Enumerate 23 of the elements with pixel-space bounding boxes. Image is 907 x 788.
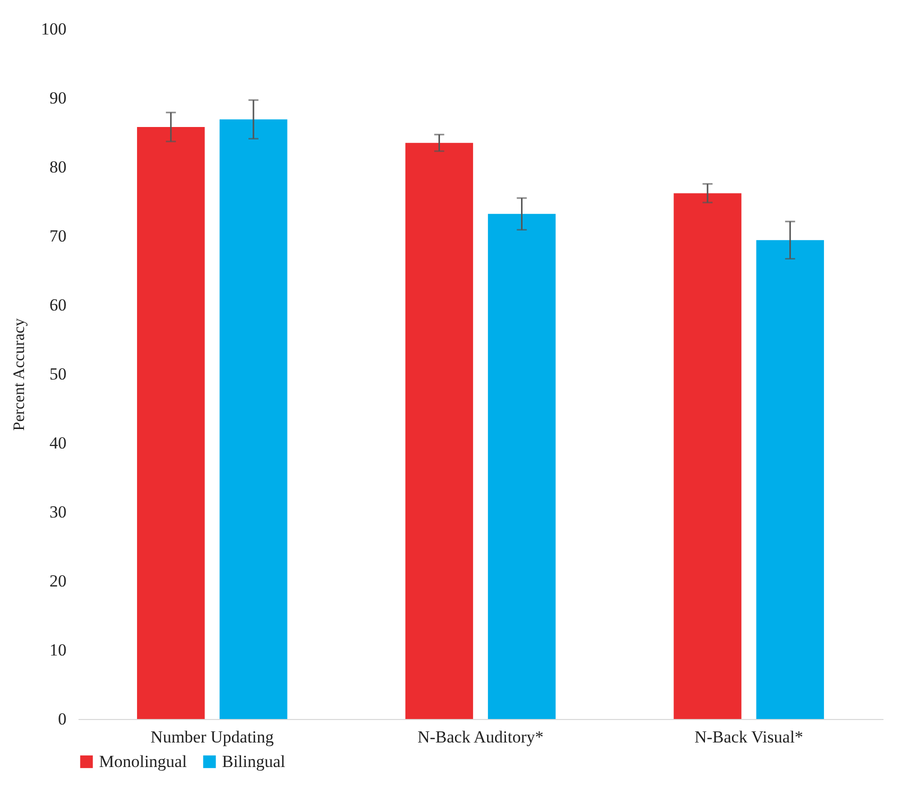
bar	[674, 193, 742, 719]
bar	[405, 142, 474, 719]
bar	[756, 240, 824, 719]
y-tick-label: 40	[50, 434, 66, 452]
y-tick-label: 100	[41, 20, 66, 38]
bar	[137, 126, 205, 719]
y-tick-label: 60	[50, 296, 66, 314]
legend-label: Monolingual	[99, 752, 188, 771]
y-tick-label: 50	[50, 364, 66, 384]
y-tick-label: 10	[50, 640, 66, 660]
x-tick-label: N-Back Visual*	[694, 728, 804, 746]
y-tick-label: 30	[50, 502, 66, 522]
y-tick-label: 20	[50, 572, 66, 590]
y-tick-label: 70	[50, 226, 66, 246]
bar	[488, 214, 556, 719]
x-tick-label: Number Updating	[150, 728, 274, 746]
x-tick-label: N-Back Auditory*	[417, 728, 544, 746]
y-tick-label: 90	[50, 88, 66, 108]
y-tick-label: 80	[50, 158, 66, 176]
legend-label: Bilingual	[222, 752, 286, 771]
y-axis-title: Percent Accuracy	[11, 318, 28, 431]
bar	[220, 119, 288, 719]
y-tick-label: 0	[58, 710, 66, 728]
